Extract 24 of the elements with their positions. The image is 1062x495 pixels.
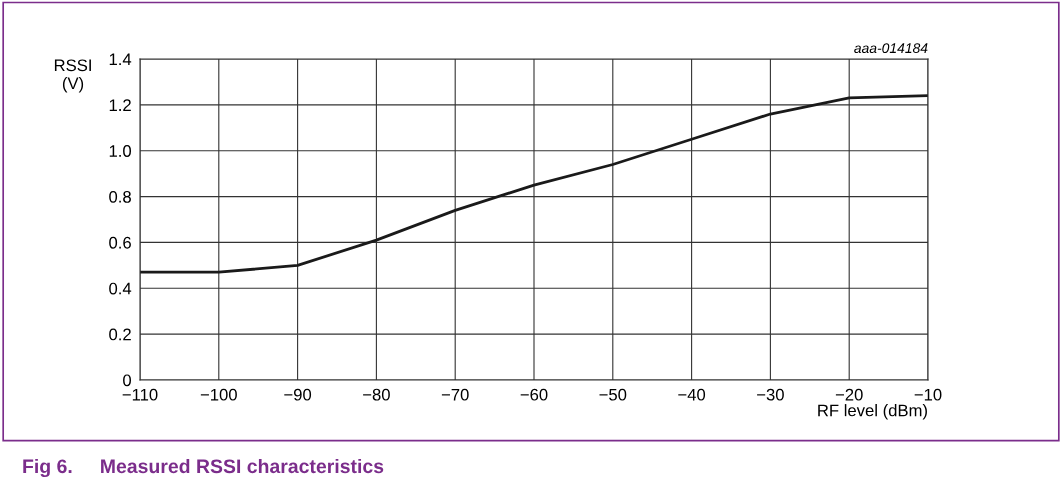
x-axis-title: RF level (dBm) <box>818 404 927 420</box>
x-tick-label: −100 <box>200 388 237 401</box>
line-series <box>140 94 928 274</box>
text: aaa-014184 <box>854 43 928 54</box>
text: Fig 6. Measured RSSI characteristics <box>23 458 384 478</box>
y-tick-label: 0.8 <box>109 190 131 203</box>
y-tick-label: 1.4 <box>109 53 132 66</box>
y-tick-label: 1.2 <box>109 99 131 111</box>
x-tick-label: −90 <box>284 388 312 401</box>
x-tick-label: −110 <box>122 388 158 401</box>
y-tick-label: 0 <box>123 374 132 387</box>
y-tick-label: 0.6 <box>109 236 131 249</box>
x-tick-label: −20 <box>835 388 863 401</box>
x-tick-label: −30 <box>757 388 784 401</box>
x-tick-label: −50 <box>599 388 627 401</box>
y-tick-label: 1.0 <box>109 145 132 157</box>
y-tick-label: 0.2 <box>109 328 131 341</box>
x-tick-label: −10 <box>914 388 942 401</box>
x-tick-label: −60 <box>520 388 548 401</box>
x-tick-label: −40 <box>678 388 706 401</box>
y-tick-label: 0.4 <box>109 282 132 295</box>
y-axis-title: RSSI (V) <box>54 59 91 93</box>
x-tick-label: −80 <box>363 388 390 401</box>
x-tick-label: −70 <box>441 388 469 401</box>
